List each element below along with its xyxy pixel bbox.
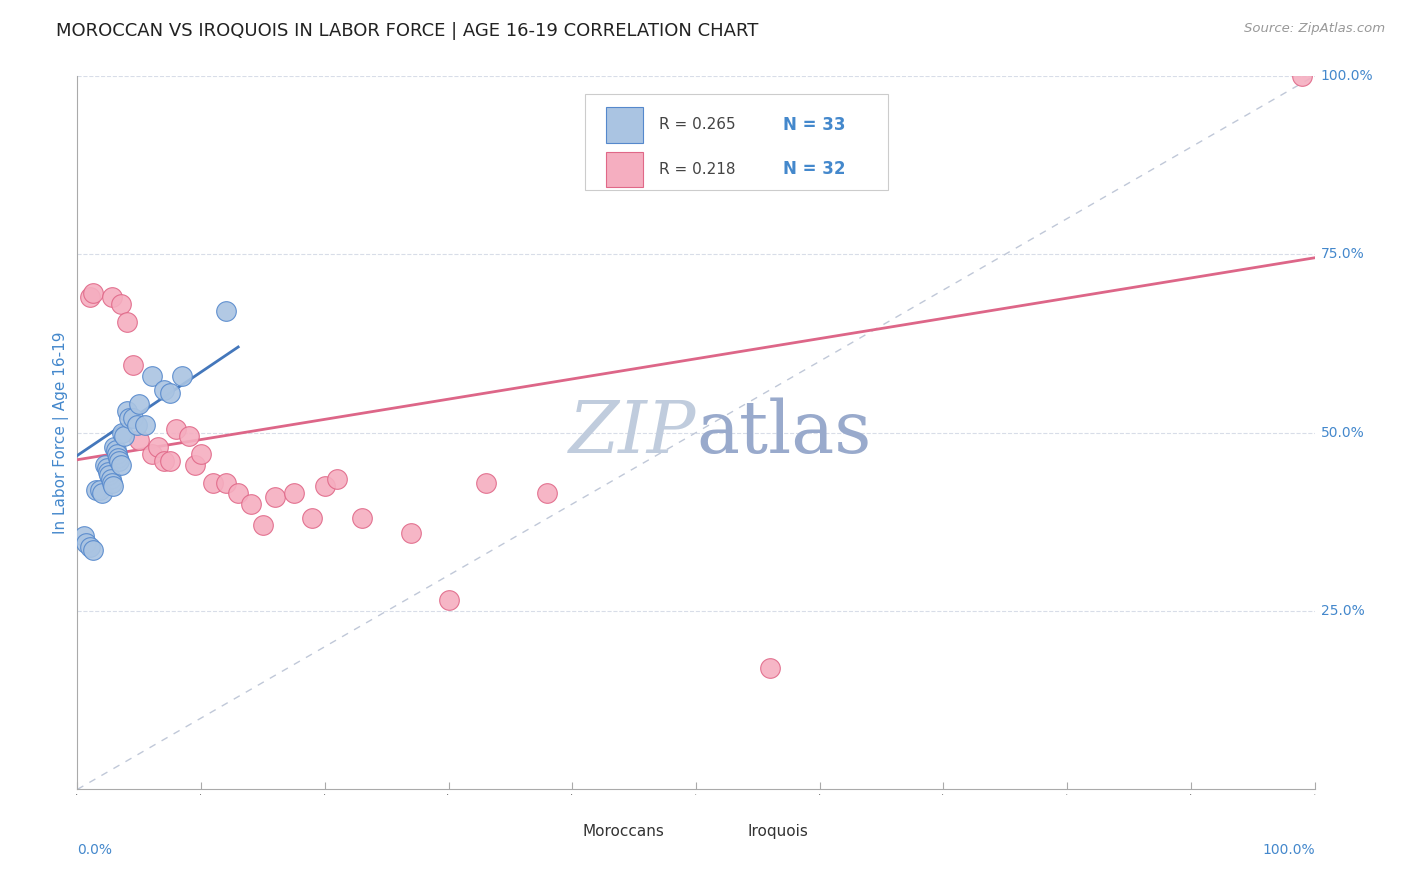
Point: [98, 468, 121, 483]
Point: [1291, 69, 1313, 83]
Point: [159, 454, 181, 468]
Point: [134, 418, 156, 433]
Point: [184, 458, 207, 472]
Point: [172, 368, 194, 383]
Point: [79, 540, 101, 554]
Point: [141, 368, 163, 383]
Bar: [554, 823, 574, 847]
Point: [100, 472, 122, 486]
Point: [122, 358, 145, 372]
Text: Source: ZipAtlas.com: Source: ZipAtlas.com: [1244, 22, 1385, 36]
Text: MOROCCAN VS IROQUOIS IN LABOR FORCE | AGE 16-19 CORRELATION CHART: MOROCCAN VS IROQUOIS IN LABOR FORCE | AG…: [56, 22, 759, 40]
Bar: [606, 152, 643, 187]
Point: [437, 593, 460, 607]
Bar: [606, 107, 643, 143]
Point: [159, 386, 181, 401]
Point: [91, 486, 114, 500]
Point: [93, 458, 115, 472]
Point: [112, 429, 135, 443]
Text: N = 33: N = 33: [783, 116, 845, 134]
Text: Moroccans: Moroccans: [582, 824, 664, 839]
Point: [215, 475, 238, 490]
Point: [128, 433, 150, 447]
Point: [190, 447, 212, 461]
Text: N = 32: N = 32: [783, 161, 845, 178]
Point: [125, 418, 148, 433]
Text: 0.0%: 0.0%: [77, 843, 112, 857]
Point: [283, 486, 305, 500]
Text: atlas: atlas: [696, 397, 872, 468]
Point: [165, 422, 187, 436]
Point: [72, 529, 94, 543]
Text: 100.0%: 100.0%: [1320, 69, 1374, 83]
Point: [115, 404, 138, 418]
Point: [111, 425, 134, 440]
Point: [314, 479, 336, 493]
Point: [401, 525, 423, 540]
Point: [153, 383, 176, 397]
FancyBboxPatch shape: [585, 94, 887, 190]
Bar: [721, 823, 741, 847]
Point: [103, 440, 125, 454]
Point: [115, 315, 138, 329]
Point: [101, 290, 124, 304]
Text: 75.0%: 75.0%: [1320, 247, 1365, 261]
Point: [110, 297, 132, 311]
Point: [141, 447, 163, 461]
Text: 100.0%: 100.0%: [1263, 843, 1315, 857]
Text: 25.0%: 25.0%: [1320, 604, 1365, 618]
Point: [202, 475, 225, 490]
Point: [326, 472, 349, 486]
Point: [82, 543, 104, 558]
Point: [122, 411, 145, 425]
Point: [97, 465, 120, 479]
Y-axis label: In Labor Force | Age 16-19: In Labor Force | Age 16-19: [53, 331, 69, 534]
Point: [84, 483, 107, 497]
Point: [759, 661, 782, 675]
Point: [101, 475, 124, 490]
Point: [239, 497, 262, 511]
Point: [301, 511, 323, 525]
Point: [89, 483, 111, 497]
Point: [264, 490, 287, 504]
Point: [79, 290, 101, 304]
Point: [215, 304, 238, 318]
Text: Iroquois: Iroquois: [748, 824, 808, 839]
Text: ZIP: ZIP: [568, 397, 696, 468]
Text: 50.0%: 50.0%: [1320, 425, 1365, 440]
Point: [104, 443, 127, 458]
Point: [536, 486, 558, 500]
Point: [108, 454, 131, 468]
Point: [474, 475, 496, 490]
Point: [226, 486, 249, 500]
Point: [105, 447, 128, 461]
Point: [177, 429, 200, 443]
Point: [128, 397, 150, 411]
Point: [153, 454, 176, 468]
Point: [82, 286, 104, 301]
Point: [103, 479, 125, 493]
Point: [350, 511, 373, 525]
Point: [110, 458, 132, 472]
Text: R = 0.218: R = 0.218: [659, 162, 735, 177]
Point: [107, 450, 129, 465]
Text: R = 0.265: R = 0.265: [659, 118, 735, 132]
Point: [118, 411, 141, 425]
Point: [96, 461, 118, 475]
Point: [75, 536, 97, 550]
Point: [252, 518, 274, 533]
Point: [146, 440, 169, 454]
